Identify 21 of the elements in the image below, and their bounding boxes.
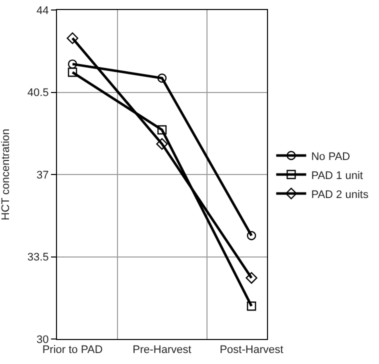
point (68, 68, 78, 77)
legend-label: No PAD (311, 150, 350, 163)
y-tick-label: 30 (36, 334, 49, 346)
legend-label: PAD 1 unit (311, 170, 363, 182)
y-tick-label: 37 (36, 169, 49, 182)
point (157, 125, 167, 134)
point (246, 272, 258, 284)
y-axis-title: HCT concentration (0, 128, 12, 220)
y-tick-label: 44 (36, 4, 49, 17)
legend-label: PAD 2 units (311, 188, 369, 201)
y-tick-label: 40.5 (27, 87, 49, 100)
point (246, 231, 256, 240)
point (157, 74, 167, 83)
point (66, 32, 78, 44)
point (246, 302, 256, 311)
point (156, 138, 168, 150)
x-tick-label: Prior to PAD (42, 344, 103, 356)
x-tick-label: Post-Harvest (220, 344, 284, 356)
point (68, 59, 78, 69)
x-tick-label: Pre-Harvest (132, 344, 192, 356)
y-tick-label: 33.5 (27, 252, 49, 264)
